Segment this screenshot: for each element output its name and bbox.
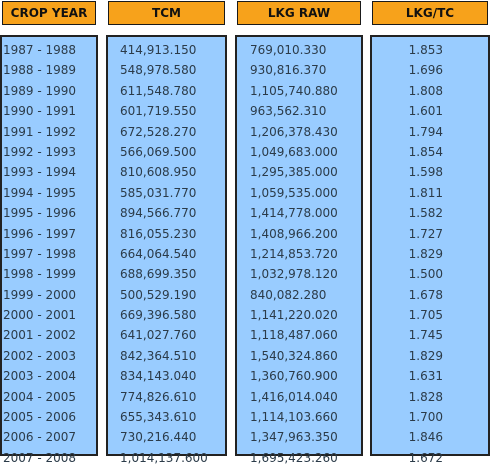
tcm-cell: 641,027.760 (120, 328, 197, 343)
tcm-column: 414,913.150 548,978.580 611,548.780 601,719… (106, 35, 227, 465)
tcm-cell: 548,978.580 (120, 63, 197, 78)
tcm-cell: 414,913.150 (120, 43, 197, 57)
header-lkg-raw: LKG RAW (237, 1, 361, 25)
tcm-cell: 655,343.610 (120, 410, 197, 425)
lkg-tc-cell: 1.811 (408, 185, 443, 200)
lkg-raw-cell: 1,695,423.260 (250, 450, 338, 465)
lkg-raw-cell: 1,295,385.000 (250, 165, 338, 180)
lkg-raw-cell: 1,408,966.200 (250, 226, 338, 241)
lkg-tc-cell: 1.631 (408, 369, 443, 384)
crop-year-cell: 1995 - 1996 (3, 206, 77, 221)
lkg-raw-cell: 1,360,760.900 (250, 369, 338, 384)
header-tcm: TCM (108, 1, 225, 25)
header-lkg-tc: LKG/TC (372, 1, 488, 25)
lkg-raw-cell: 1,105,740.880 (250, 83, 338, 98)
crop-year-cell: 1997 - 1998 (3, 246, 77, 261)
crop-year-cell: 2001 - 2002 (3, 328, 77, 343)
lkg-tc-cell: 1.678 (408, 287, 443, 302)
lkg-tc-cell: 1.601 (408, 104, 443, 119)
lkg-tc-cell: 1.727 (408, 226, 443, 241)
tcm-cell: 601,719.550 (120, 104, 197, 119)
lkg-raw-cell: 1,118,487.060 (250, 328, 338, 343)
crop-year-cell: 2005 - 2006 (3, 410, 77, 425)
lkg-tc-cell: 1.598 (408, 165, 443, 180)
crop-year-cell: 1993 - 1994 (3, 165, 77, 180)
crop-year-column: 1987 - 1988 1988 - 1989 1989 - 1990 1990 - … (0, 35, 98, 465)
tcm-cell: 611,548.780 (120, 83, 197, 98)
lkg-raw-cell: 930,816.370 (250, 63, 327, 78)
crop-year-cell: 1987 - 1988 (3, 43, 77, 57)
lkg-raw-cell: 1,416,014.040 (250, 389, 338, 404)
tcm-cell: 834,143.040 (120, 369, 197, 384)
lkg-raw-cell: 1,540,324.860 (250, 348, 338, 363)
tcm-cell: 566,069.500 (120, 144, 197, 159)
header-crop-year: CROP YEAR (2, 1, 96, 25)
crop-year-cell: 2000 - 2001 (3, 308, 77, 323)
tcm-cell: 664,064.540 (120, 246, 197, 261)
crop-year-cell: 2006 - 2007 (3, 430, 77, 445)
crop-year-cell: 2002 - 2003 (3, 348, 77, 363)
crop-year-cell: 1992 - 1993 (3, 144, 77, 159)
lkg-tc-cell: 1.829 (408, 246, 443, 261)
lkg-tc-cell: 1.700 (408, 410, 443, 425)
tcm-cell: 774,826.610 (120, 389, 197, 404)
crop-year-cell: 1998 - 1999 (3, 267, 77, 282)
crop-year-cell: 1994 - 1995 (3, 185, 77, 200)
lkg-tc-cell: 1.582 (408, 206, 443, 221)
tcm-cell: 672,528.270 (120, 124, 197, 139)
lkg-tc-cell: 1.828 (408, 389, 443, 404)
lkg-tc-cell: 1.854 (408, 144, 443, 159)
tcm-cell: 816,055.230 (120, 226, 197, 241)
crop-year-cell: 2003 - 2004 (3, 369, 77, 384)
tcm-cell: 730,216.440 (120, 430, 197, 445)
lkg-tc-cell: 1.853 (408, 43, 443, 57)
tcm-cell: 1,014,137.600 (120, 450, 208, 465)
crop-year-cell: 1989 - 1990 (3, 83, 77, 98)
lkg-raw-cell: 1,141,220.020 (250, 308, 338, 323)
tcm-cell: 500,529.190 (120, 287, 197, 302)
crop-year-cell: 1996 - 1997 (3, 226, 77, 241)
crop-year-cell: 2007 - 2008 (3, 450, 77, 465)
lkg-raw-cell: 963,562.310 (250, 104, 327, 119)
tcm-cell: 585,031.770 (120, 185, 197, 200)
lkg-tc-column: 1.853 1.696 1.808 1.601 1.794 1.854 1.598 1.811… (370, 35, 490, 465)
lkg-tc-cell: 1.500 (408, 267, 443, 282)
crop-year-cell: 1999 - 2000 (3, 287, 77, 302)
lkg-raw-cell: 1,032,978.120 (250, 267, 338, 282)
lkg-raw-column: 769,010.330 930,816.370 1,105,740.880 963,5… (235, 35, 363, 465)
lkg-raw-cell: 1,059,535.000 (250, 185, 338, 200)
lkg-raw-cell: 1,347,963.350 (250, 430, 338, 445)
lkg-raw-cell: 769,010.330 (250, 43, 327, 57)
lkg-tc-cell: 1.745 (408, 328, 443, 343)
lkg-raw-cell: 1,414,778.000 (250, 206, 338, 221)
tcm-cell: 842,364.510 (120, 348, 197, 363)
crop-year-cell: 1991 - 1992 (3, 124, 77, 139)
lkg-tc-cell: 1.672 (408, 450, 443, 465)
lkg-tc-cell: 1.696 (408, 63, 443, 78)
lkg-tc-cell: 1.808 (408, 83, 443, 98)
crop-year-cell: 1990 - 1991 (3, 104, 77, 119)
tcm-cell: 894,566.770 (120, 206, 197, 221)
lkg-raw-cell: 1,114,103.660 (250, 410, 338, 425)
lkg-raw-cell: 1,206,378.430 (250, 124, 338, 139)
lkg-tc-cell: 1.846 (408, 430, 443, 445)
tcm-cell: 669,396.580 (120, 308, 197, 323)
lkg-raw-cell: 840,082.280 (250, 287, 327, 302)
crop-year-cell: 2004 - 2005 (3, 389, 77, 404)
lkg-tc-cell: 1.794 (408, 124, 443, 139)
crop-year-cell: 1988 - 1989 (3, 63, 77, 78)
lkg-tc-cell: 1.829 (408, 348, 443, 363)
lkg-raw-cell: 1,214,853.720 (250, 246, 338, 261)
lkg-raw-cell: 1,049,683.000 (250, 144, 338, 159)
tcm-cell: 810,608.950 (120, 165, 197, 180)
lkg-tc-cell: 1.705 (408, 308, 443, 323)
tcm-cell: 688,699.350 (120, 267, 197, 282)
